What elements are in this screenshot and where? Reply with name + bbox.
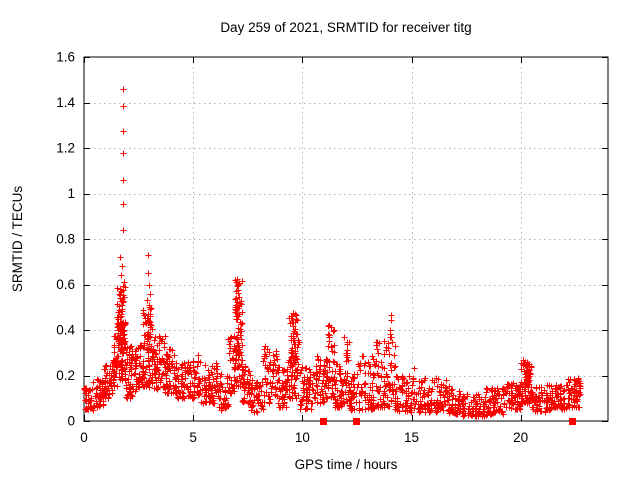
y-tick-label: 1.6 (56, 50, 75, 65)
y-tick-label: 0.6 (56, 277, 75, 292)
tick-marks (84, 57, 608, 422)
x-tick-label: 20 (513, 430, 528, 445)
y-tick-label: 0.4 (56, 323, 75, 338)
zero-flag-square (569, 418, 576, 425)
y-tick-label: 1.2 (56, 141, 75, 156)
y-tick-label: 1 (67, 186, 75, 201)
zero-flag-square (320, 418, 327, 425)
x-axis-label: GPS time / hours (295, 457, 398, 472)
x-tick-label: 10 (295, 430, 310, 445)
x-tick-label: 15 (404, 430, 419, 445)
y-tick-label: 0.8 (56, 232, 75, 247)
grid-lines (84, 57, 608, 421)
y-axis-label: SRMTID / TECUs (10, 186, 25, 293)
x-tick-label: 5 (189, 430, 197, 445)
x-tick-label: 0 (80, 430, 88, 445)
y-tick-label: 1.4 (56, 95, 75, 110)
zero-flag-square-markers (320, 418, 576, 425)
y-tick-label: 0 (67, 414, 75, 429)
scatter-series-plus-markers (81, 86, 584, 420)
x-tick-labels: 0 5 10 15 20 (80, 430, 528, 445)
y-tick-label: 0.2 (56, 368, 75, 383)
zero-flag-square (353, 418, 360, 425)
chart-title: Day 259 of 2021, SRMTID for receiver tit… (220, 20, 471, 35)
y-tick-labels: 0 0.2 0.4 0.6 0.8 1 1.2 1.4 1.6 (56, 50, 75, 429)
